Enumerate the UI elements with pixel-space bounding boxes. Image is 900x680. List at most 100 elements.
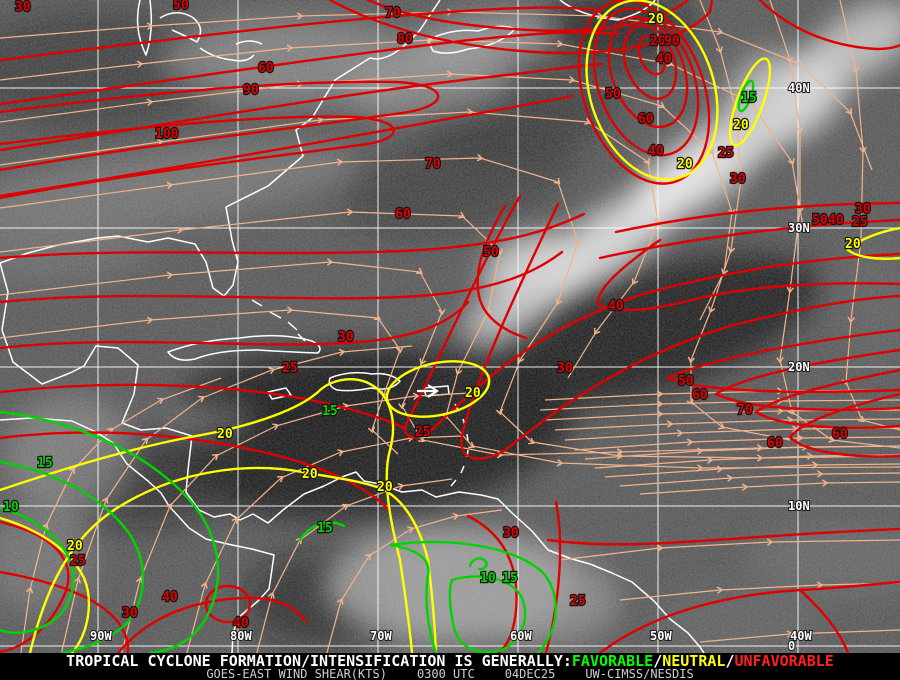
- shear-contour: [0, 378, 414, 653]
- streamline: [839, 0, 900, 431]
- contour-label: 50: [812, 213, 828, 228]
- shear-contour: [0, 115, 395, 200]
- contour-label: 60: [832, 427, 848, 442]
- longitude-label: 40W: [790, 629, 812, 643]
- contour-label: 25: [282, 361, 298, 376]
- favorable-label: FAVORABLE: [571, 653, 654, 670]
- slash2: /: [725, 653, 735, 670]
- longitude-label: 90W: [90, 629, 112, 643]
- contour-label: 20: [465, 386, 481, 401]
- longitude-label: 80W: [230, 629, 252, 643]
- contour-label: 20: [733, 118, 749, 133]
- contour-label: 40: [656, 52, 672, 67]
- shear-contour: [0, 6, 602, 62]
- latitude-label: 40N: [788, 81, 810, 95]
- shear-contour: [448, 575, 527, 653]
- contour-label: 80: [397, 32, 413, 47]
- streamline: [559, 538, 900, 561]
- contour-label: 30: [122, 606, 138, 621]
- streamline: [699, 629, 900, 643]
- latitude-label: 30N: [788, 221, 810, 235]
- shear-contour: [758, 0, 900, 51]
- longitude-label: 50W: [650, 629, 672, 643]
- shear-contour: [28, 466, 438, 653]
- contour-label: 50: [678, 374, 694, 389]
- headline-text: TROPICAL CYCLONE FORMATION/INTENSIFICATI…: [66, 653, 572, 670]
- shear-contour: [0, 212, 586, 260]
- shear-contour: [476, 204, 528, 340]
- slash1: /: [653, 653, 663, 670]
- shear-contour: [788, 392, 900, 458]
- contour-label: 40: [648, 144, 664, 159]
- shear-contour-ring: [622, 24, 678, 100]
- shear-contour: [468, 557, 488, 571]
- streamline: [554, 416, 900, 431]
- wind-arrow: [417, 384, 439, 398]
- streamline: [604, 461, 900, 478]
- contour-label: 25: [718, 146, 734, 161]
- neutral-contours: [0, 0, 900, 653]
- shear-contour: [598, 218, 900, 260]
- latitude-label: 0: [788, 639, 795, 653]
- contour-label: 15: [502, 571, 518, 586]
- contour-label: 60: [767, 436, 783, 451]
- shear-contour: [460, 202, 900, 460]
- contour-label: 40: [233, 616, 249, 631]
- footer-bar: TROPICAL CYCLONE FORMATION/INTENSIFICATI…: [0, 653, 900, 680]
- contour-label: 10: [3, 500, 19, 515]
- contour-label: 10: [480, 571, 496, 586]
- streamline: [769, 0, 900, 449]
- product-name: GOES-EAST WIND SHEAR(KTS): [206, 667, 387, 680]
- shear-contour: [0, 460, 145, 653]
- shear-contour: [713, 348, 900, 411]
- shear-contour-ring: [577, 0, 711, 185]
- favorable-contours: [0, 79, 755, 653]
- shear-contour: [0, 516, 91, 653]
- streamline: [619, 470, 900, 487]
- contour-label: 25: [570, 594, 586, 609]
- shear-contour: [753, 368, 900, 429]
- contour-label: 40: [828, 213, 844, 228]
- shear-contour: [466, 514, 518, 653]
- shear-contour: [0, 570, 130, 653]
- longitude-label: 60W: [510, 629, 532, 643]
- contour-label: 20: [845, 237, 861, 252]
- contour-label: 25: [70, 554, 86, 569]
- contour-label: 20: [648, 12, 664, 27]
- shear-contour: [0, 383, 406, 430]
- wind-shear-map: 40N 30N 20N 10N 0 90W 80W 70W 60W 50W 40W 30 50 70 80 6…: [0, 0, 900, 653]
- contour-label: 90: [664, 34, 680, 49]
- contour-label: 25: [415, 425, 431, 440]
- contour-label: 60: [395, 207, 411, 222]
- contour-label: 30: [557, 361, 573, 376]
- contour-label: 50: [605, 87, 621, 102]
- contour-label: 70: [425, 157, 441, 172]
- grid-label-layer: 40N 30N 20N 10N 0 90W 80W 70W 60W 50W 40W: [89, 80, 813, 653]
- contour-label: 30: [855, 202, 871, 217]
- latitude-label: 10N: [788, 499, 810, 513]
- streamline: [619, 581, 900, 601]
- contour-label: 70: [385, 6, 401, 21]
- contour-label: 50: [483, 245, 499, 260]
- contour-label: 30: [503, 526, 519, 541]
- shear-contour: [846, 226, 900, 260]
- valid-time: 0300 UTC: [416, 667, 475, 680]
- contour-label: 15: [322, 404, 338, 419]
- shear-contour: [0, 31, 620, 106]
- streamline: [326, 509, 503, 653]
- contour-label: 15: [37, 456, 53, 471]
- shear-contour: [546, 527, 900, 546]
- shear-contour: [0, 506, 75, 634]
- streamline: [539, 397, 900, 411]
- agency-credit: UW-CIMSS/NESDIS: [585, 667, 694, 680]
- longitude-label: 70W: [370, 629, 392, 643]
- footer-headline: TROPICAL CYCLONE FORMATION/INTENSIFICATI…: [0, 653, 900, 670]
- contour-label: 25: [852, 215, 868, 230]
- contour-label: 15: [317, 521, 333, 536]
- contour-label: 20: [67, 539, 83, 554]
- contour-label: 20: [677, 157, 693, 172]
- contour-label: 30: [15, 0, 31, 15]
- streamline: [584, 443, 900, 460]
- unfavorable-label: UNFAVORABLE: [734, 653, 834, 670]
